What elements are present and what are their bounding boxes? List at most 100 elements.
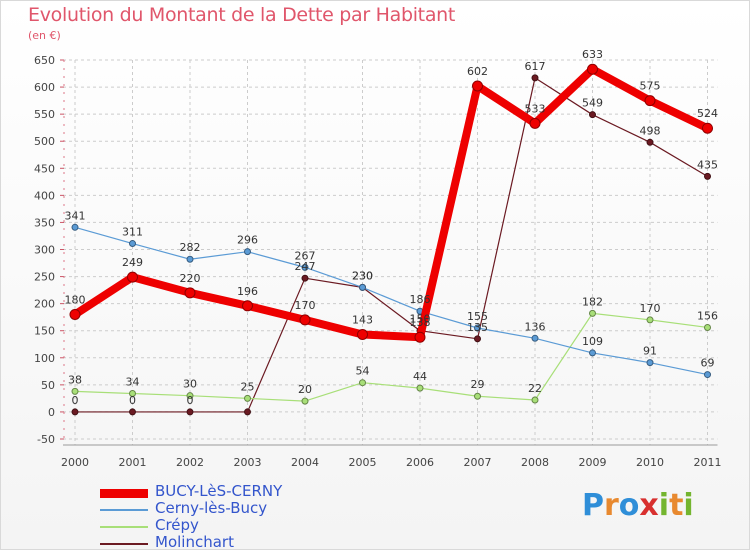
series-point-3 xyxy=(644,95,656,107)
x-tick-label: 2008 xyxy=(521,456,549,469)
series-point-1 xyxy=(129,390,136,398)
x-tick-label: 2006 xyxy=(406,456,434,469)
data-label: 602 xyxy=(467,65,488,78)
series-point-3 xyxy=(472,80,483,92)
series-point-3 xyxy=(127,271,138,283)
data-label: 549 xyxy=(582,97,603,110)
series-point-1 xyxy=(531,396,539,404)
series-point-0 xyxy=(244,408,251,416)
data-label: 196 xyxy=(237,285,258,298)
grid-layer xyxy=(63,59,718,445)
data-label: 311 xyxy=(122,226,143,239)
data-label: 138 xyxy=(410,316,431,329)
series-point-1 xyxy=(704,323,711,331)
series-point-3 xyxy=(587,63,598,75)
x-tick-label: 2004 xyxy=(291,456,319,469)
data-label: 136 xyxy=(525,320,546,333)
series-point-0 xyxy=(589,111,596,119)
legend-swatch xyxy=(100,543,148,545)
logo-letter: i xyxy=(658,488,670,523)
y-tick-label: 0 xyxy=(48,406,55,419)
series-point-2 xyxy=(186,255,194,263)
series-point-1 xyxy=(589,309,596,317)
series-point-0 xyxy=(71,408,79,416)
y-tick-label: 350 xyxy=(34,216,55,229)
series-point-1 xyxy=(416,384,424,392)
x-tick-label: 2007 xyxy=(464,456,492,469)
data-label: 533 xyxy=(525,102,546,115)
data-label: 498 xyxy=(640,124,661,137)
series-layer xyxy=(69,63,713,416)
x-tick-label: 2003 xyxy=(234,456,262,469)
x-tick-label: 2011 xyxy=(694,456,722,469)
logo-letter: P xyxy=(582,488,604,523)
data-label: 22 xyxy=(528,382,542,395)
data-label: 249 xyxy=(122,256,143,269)
data-label: 230 xyxy=(352,269,373,282)
series-point-0 xyxy=(531,74,539,82)
data-label: 150 xyxy=(410,313,431,326)
data-label: 29 xyxy=(471,378,485,391)
data-label: 38 xyxy=(68,373,82,386)
series-line-2 xyxy=(74,226,709,376)
data-label: 156 xyxy=(697,309,718,322)
data-label: 0 xyxy=(187,394,194,407)
logo-letter: o xyxy=(618,488,640,523)
y-tick-label: 650 xyxy=(34,54,55,67)
data-label: 0 xyxy=(129,394,136,407)
y-tick-label: 400 xyxy=(34,189,55,202)
data-label: 247 xyxy=(295,260,316,273)
y-tick-label: 550 xyxy=(34,108,55,121)
axis-layer: -500501001502002503003504004505005506006… xyxy=(34,54,722,469)
series-point-2 xyxy=(244,248,251,256)
x-tick-label: 2009 xyxy=(579,456,607,469)
y-tick-label: 250 xyxy=(34,271,55,284)
data-label: 617 xyxy=(525,60,546,73)
series-line-1 xyxy=(74,312,709,402)
series-point-2 xyxy=(531,334,539,342)
series-point-3 xyxy=(702,122,713,134)
data-label: 20 xyxy=(298,383,312,396)
series-point-3 xyxy=(529,117,541,129)
series-point-2 xyxy=(704,371,711,379)
data-label: 186 xyxy=(410,293,431,306)
series-point-0 xyxy=(646,138,654,146)
series-point-1 xyxy=(71,387,79,395)
y-tick-label: 100 xyxy=(34,352,55,365)
series-point-1 xyxy=(244,394,251,402)
series-line-0 xyxy=(74,77,709,413)
legend-label: BUCY-LèS-CERNY xyxy=(155,482,283,500)
logo-letter: r xyxy=(604,488,619,523)
data-label: 44 xyxy=(413,370,427,383)
series-point-2 xyxy=(474,324,481,332)
legend-label: Cerny-lès-Bucy xyxy=(155,499,268,517)
data-label: 575 xyxy=(640,80,661,93)
series-point-0 xyxy=(704,172,711,180)
data-label: 34 xyxy=(126,376,140,389)
data-label: 230 xyxy=(352,269,373,282)
data-label: 30 xyxy=(183,378,197,391)
series-point-2 xyxy=(646,359,654,367)
data-label: 180 xyxy=(65,293,86,306)
series-point-3 xyxy=(69,308,81,320)
series-point-1 xyxy=(186,392,194,400)
legend-label: Crépy xyxy=(155,516,199,534)
series-point-1 xyxy=(474,392,481,400)
data-label: 69 xyxy=(701,357,715,370)
series-point-1 xyxy=(646,316,654,324)
series-point-0 xyxy=(129,408,136,416)
series-point-2 xyxy=(359,283,366,291)
x-tick-label: 2005 xyxy=(349,456,377,469)
series-point-3 xyxy=(299,314,311,326)
chart-title: Evolution du Montant de la Dette par Hab… xyxy=(28,4,456,26)
series-point-0 xyxy=(301,274,309,282)
y-tick-label: -50 xyxy=(37,433,55,446)
data-label-layer: 0 0 0 247 230 150 135 617 549 498 435 38 34 30 25 20 54 4… xyxy=(65,48,719,407)
series-point-0 xyxy=(186,408,194,416)
data-label: 0 xyxy=(72,394,79,407)
legend-swatch xyxy=(100,526,148,528)
x-tick-label: 2000 xyxy=(61,456,89,469)
data-label: 143 xyxy=(352,314,373,327)
data-label: 155 xyxy=(467,310,488,323)
